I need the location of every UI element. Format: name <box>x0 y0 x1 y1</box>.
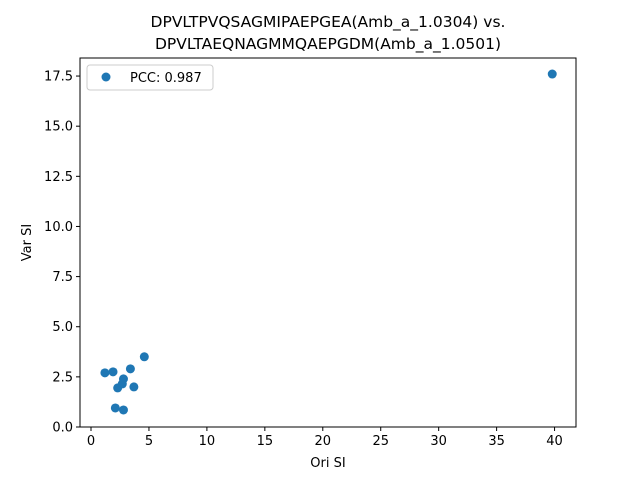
y-tick-label: 5.0 <box>52 320 73 335</box>
data-point <box>129 382 139 392</box>
x-axis-ticks: 0 5 10 15 20 25 30 35 40 <box>87 427 563 449</box>
x-tick-label: 5 <box>145 434 153 449</box>
data-point <box>125 364 135 374</box>
x-tick-label: 15 <box>257 434 274 449</box>
plot-area-frame <box>79 57 577 428</box>
x-tick-label: 25 <box>372 434 389 449</box>
legend-entry-label: PCC: 0.987 <box>130 71 202 86</box>
legend-box <box>86 64 214 91</box>
y-tick-label: 12.5 <box>44 170 73 185</box>
y-tick-label: 2.5 <box>52 370 73 385</box>
x-tick-label: 30 <box>430 434 447 449</box>
y-tick-label: 10.0 <box>44 220 73 235</box>
data-point <box>547 69 557 79</box>
y-axis-label: Var SI <box>20 224 35 261</box>
data-points <box>100 69 557 415</box>
legend: PCC: 0.987 <box>86 64 214 91</box>
data-point <box>118 405 128 415</box>
data-point <box>108 367 118 377</box>
x-tick-label: 10 <box>199 434 216 449</box>
data-point <box>100 368 110 378</box>
y-tick-label: 15.0 <box>44 120 73 135</box>
x-tick-label: 0 <box>87 434 95 449</box>
y-tick-label: 17.5 <box>44 70 73 85</box>
x-tick-label: 20 <box>315 434 332 449</box>
y-tick-label: 0.0 <box>52 421 73 436</box>
data-point <box>139 352 149 362</box>
x-axis-label: Ori SI <box>310 456 345 471</box>
data-point <box>118 374 128 384</box>
y-tick-label: 7.5 <box>52 270 73 285</box>
chart-title-line-1: DPVLTPVQSAGMIPAEPGEA(Amb_a_1.0304) vs. <box>151 13 506 32</box>
y-axis-ticks: 0.0 2.5 5.0 7.5 10.0 12.5 15.0 17.5 <box>44 70 80 436</box>
data-point <box>110 403 120 413</box>
chart-title-line-2: DPVLTAEQNAGMMQAEPGDM(Amb_a_1.0501) <box>155 35 501 54</box>
legend-marker <box>101 72 111 82</box>
x-tick-label: 40 <box>546 434 563 449</box>
x-tick-label: 35 <box>488 434 505 449</box>
